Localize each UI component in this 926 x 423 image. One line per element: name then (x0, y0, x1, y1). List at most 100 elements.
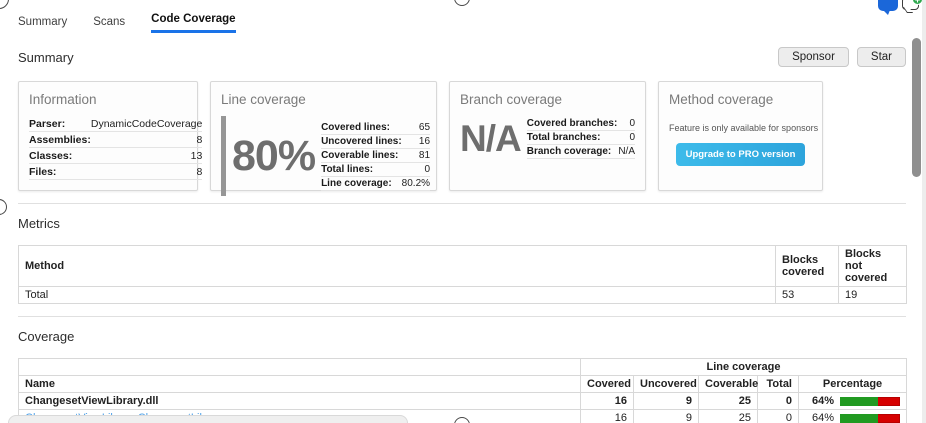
tab-bar: Summary Scans Code Coverage (18, 9, 906, 33)
card-stat-row: Uncovered lines: 16 (321, 134, 431, 149)
star-button[interactable]: Star (856, 47, 906, 67)
method-coverage-card: Method coverage Feature is only availabl… (658, 81, 823, 191)
add-comment-icon[interactable]: + (902, 0, 923, 10)
coverage-header-row: Name Covered Uncovered Coverable Total P… (18, 375, 908, 393)
stat-value: 0 (618, 130, 635, 145)
metrics-section-title: Metrics (18, 215, 60, 231)
name-cell: ChangesetViewLibrary.dll (18, 392, 581, 410)
stat-value: 13 (90, 147, 203, 164)
stat-label: Covered lines: (321, 121, 402, 135)
covered-cell: 16 (580, 409, 634, 423)
column-header-blocks-not-covered: Blocks not covered (838, 245, 907, 287)
coverage-bar (840, 396, 901, 406)
stat-value: DynamicCodeCoverage (90, 116, 203, 132)
covered-cell: 16 (580, 392, 634, 410)
upgrade-pro-button[interactable]: Upgrade to PRO version (675, 143, 806, 166)
card-stat-row: Branch coverage: N/A (526, 144, 635, 159)
metrics-section-head: Metrics (18, 212, 906, 234)
sponsor-button[interactable]: Sponsor (778, 47, 849, 67)
coverage-bar-covered (840, 396, 879, 406)
uncovered-cell: 9 (633, 392, 699, 410)
coverage-section-title: Coverage (18, 328, 75, 344)
summary-section-head: Summary Sponsor Star (18, 46, 906, 68)
card-stat-row: Total lines: 0 (321, 162, 431, 177)
blocks-not-covered-cell: 19 (838, 286, 907, 304)
total-cell: 0 (757, 392, 799, 410)
branch-coverage-value: N/A (460, 117, 522, 159)
column-header-coverable: Coverable (698, 375, 758, 393)
stat-value: 80.2% (401, 176, 431, 191)
stat-label: Covered branches: (526, 117, 619, 131)
card-stat-row: Classes: 13 (29, 147, 203, 164)
stat-label: Files: (29, 163, 91, 180)
stat-value: 16 (401, 134, 431, 149)
coverage-group-header-row: Line coverage (18, 358, 908, 376)
chat-bubble-icon[interactable] (878, 0, 898, 15)
column-header-percentage: Percentage (797, 375, 908, 393)
card-stat-row: Line coverage: 80.2% (321, 176, 431, 191)
coverage-bar-covered (840, 413, 879, 423)
information-stats-table: Parser: DynamicCodeCoverage Assemblies: 8 Cl… (29, 116, 203, 180)
scrollbar-thumb[interactable] (912, 38, 921, 177)
stat-label: Parser: (29, 116, 91, 132)
uncovered-cell: 9 (633, 409, 699, 423)
summary-section-title: Summary (18, 49, 74, 65)
coverage-accent-bar (221, 116, 226, 196)
percentage-label: 64% (812, 395, 835, 407)
stat-label: Branch coverage: (526, 144, 619, 159)
coverage-row: ChangesetViewLibrary.dll 16 9 25 0 64% (18, 392, 908, 410)
stat-value: 8 (90, 163, 203, 180)
summary-cards: Information Parser: DynamicCodeCoverage As… (18, 81, 906, 196)
metrics-table-body: Total 53 19 (18, 286, 907, 304)
column-header-covered: Covered (580, 375, 634, 393)
tab-scans[interactable]: Scans (93, 16, 126, 28)
card-stat-row: Assemblies: 8 (29, 131, 203, 148)
tab-code-coverage[interactable]: Code Coverage (151, 13, 236, 33)
coverable-cell: 25 (698, 409, 758, 423)
line-coverage-percentage: 80% (232, 131, 316, 180)
group-header-spacer (18, 358, 581, 376)
branch-coverage-card: Branch coverage N/A Covered branches: 0 To… (449, 81, 646, 191)
column-header-blocks-covered: Blocks covered (775, 245, 839, 287)
branch-coverage-stats-table: Covered branches: 0 Total branches: 0 Branch… (526, 117, 635, 159)
stat-label: Total lines: (321, 162, 402, 177)
percentage-cell: 64% (797, 409, 908, 423)
stat-value: 8 (90, 131, 203, 148)
metrics-row: Total 53 19 (18, 286, 907, 304)
scrollbar-track[interactable] (922, 0, 926, 423)
coverage-bar (840, 413, 901, 423)
stat-value: 65 (401, 121, 431, 135)
tab-summary[interactable]: Summary (18, 16, 68, 28)
card-stat-row: Total branches: 0 (526, 130, 635, 145)
stat-label: Line coverage: (321, 176, 402, 191)
stat-value: N/A (618, 144, 635, 159)
overlay-toolbar-edge (8, 415, 408, 423)
column-header-total: Total (757, 375, 799, 393)
line-coverage-card-title: Line coverage (221, 92, 306, 107)
card-stat-row: Covered lines: 65 (321, 121, 431, 135)
information-card: Information Parser: DynamicCodeCoverage As… (18, 81, 203, 191)
stat-label: Assemblies: (29, 131, 91, 148)
information-card-title: Information (29, 92, 97, 107)
card-stat-row: Files: 8 (29, 163, 203, 180)
metrics-table: Method Blocks covered Blocks not covered… (18, 245, 907, 304)
coverage-section-head: Coverage (18, 325, 906, 347)
column-header-uncovered: Uncovered (633, 375, 699, 393)
stat-label: Coverable lines: (321, 148, 402, 163)
card-stat-row: Coverable lines: 81 (321, 148, 431, 163)
card-stat-row: Covered branches: 0 (526, 117, 635, 131)
section-divider (18, 316, 906, 317)
percentage-label: 64% (812, 412, 835, 423)
stat-label: Classes: (29, 147, 91, 164)
method-coverage-card-title: Method coverage (669, 92, 774, 107)
stat-label: Total branches: (526, 130, 619, 145)
column-header-name: Name (18, 375, 581, 393)
sponsors-only-note: Feature is only available for sponsors (669, 123, 819, 133)
coverable-cell: 25 (698, 392, 758, 410)
line-coverage-stats-table: Covered lines: 65 Uncovered lines: 16 Covera… (321, 121, 431, 191)
branch-coverage-card-title: Branch coverage (460, 92, 563, 107)
method-cell: Total (18, 286, 776, 304)
metrics-header-row: Method Blocks covered Blocks not covered (18, 245, 907, 287)
stat-label: Uncovered lines: (321, 134, 402, 149)
